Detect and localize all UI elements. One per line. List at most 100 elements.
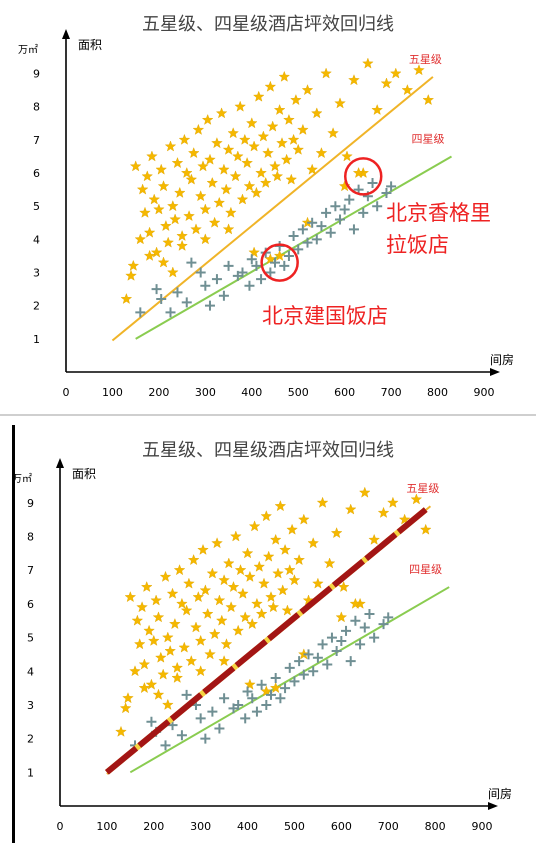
five-star-point — [190, 223, 202, 235]
five-star-point — [234, 100, 246, 112]
five-star-point — [229, 170, 242, 182]
y-tick-label: 2 — [27, 733, 34, 746]
five-star-point — [281, 604, 294, 616]
five-star-point — [162, 631, 174, 643]
five-star-point — [159, 570, 172, 582]
five-star-point — [169, 618, 181, 630]
four-star-point — [279, 260, 290, 271]
five-star-point — [183, 210, 195, 222]
four-star-point — [195, 713, 206, 724]
annotation-jianguo: 北京建国饭店 — [262, 304, 388, 328]
legend-label-five-star: 五星级 — [409, 53, 442, 66]
five-star-point — [377, 506, 390, 518]
five-star-point — [213, 594, 226, 606]
five-star-point — [150, 594, 162, 606]
five-star-point — [201, 113, 214, 125]
five-star-point — [260, 510, 273, 522]
four-star-point — [207, 706, 218, 717]
five-star-point — [250, 186, 263, 198]
five-star-point — [157, 180, 170, 192]
five-star-point — [120, 293, 133, 304]
five-star-point — [241, 547, 254, 559]
five-star-point — [401, 84, 414, 96]
four-star-point — [160, 740, 171, 751]
five-star-point — [225, 601, 237, 613]
five-star-point — [199, 233, 212, 245]
four-star-point — [284, 662, 295, 673]
five-star-point — [344, 503, 357, 515]
five-star-point — [201, 607, 214, 619]
five-star-point — [187, 554, 200, 566]
five-star-point — [258, 577, 270, 589]
four-star-point — [256, 274, 267, 285]
five-star-point — [115, 725, 127, 737]
five-star-point — [124, 591, 137, 603]
four-star-point — [330, 201, 341, 212]
five-star-point — [194, 190, 207, 202]
five-star-point — [301, 84, 314, 96]
five-star-point — [176, 597, 188, 609]
five-star-point — [160, 220, 172, 232]
five-star-point — [362, 57, 374, 69]
five-star-point — [143, 226, 156, 238]
five-star-point — [413, 64, 425, 76]
five-star-point — [215, 107, 228, 119]
four-star-point — [251, 706, 262, 717]
four-star-point — [265, 267, 276, 278]
five-star-point — [253, 560, 266, 572]
four-star-point — [303, 649, 314, 660]
highlight-circle-shangri-la — [343, 157, 383, 196]
y-axis-unit: 万㎡ — [12, 473, 32, 485]
five-star-point — [265, 591, 277, 603]
y-tick-label: 3 — [33, 267, 40, 280]
five-star-point — [197, 543, 209, 555]
y-axis-label: 面积 — [78, 38, 102, 52]
y-tick-label: 8 — [33, 101, 40, 114]
four-star-point — [270, 257, 280, 268]
four-star-point — [247, 693, 258, 704]
four-star-point — [181, 689, 192, 700]
five-star-point — [251, 597, 263, 609]
five-star-point — [262, 147, 274, 159]
four-star-point — [211, 274, 222, 285]
five-star-point — [122, 692, 134, 704]
five-star-point — [422, 94, 435, 106]
regression-line-four-star — [135, 155, 452, 340]
adjusted-line-dashed — [104, 507, 428, 775]
y-tick-label: 3 — [27, 699, 34, 712]
y-tick-label: 9 — [27, 497, 34, 510]
five-star-point — [187, 147, 200, 159]
five-star-point — [138, 682, 151, 694]
five-star-point — [192, 591, 205, 603]
x-axis-label: 间房 — [490, 352, 514, 367]
five-star-point — [248, 140, 260, 152]
five-star-point — [368, 533, 380, 545]
x-tick-label: 600 — [331, 820, 352, 833]
five-star-point — [185, 173, 198, 185]
four-star-point — [283, 250, 294, 261]
x-tick-label: 700 — [378, 820, 399, 833]
five-star-point — [167, 200, 179, 212]
series-four-star — [135, 178, 397, 318]
five-star-point — [335, 611, 348, 623]
five-star-point — [419, 523, 432, 535]
four-star-point — [307, 217, 318, 228]
five-star-point — [279, 543, 291, 555]
five-star-point — [197, 160, 209, 172]
four-star-point — [266, 689, 276, 700]
five-star-point — [334, 97, 346, 109]
x-tick-label: 900 — [474, 386, 495, 399]
five-star-point — [147, 634, 160, 646]
five-star-point — [348, 74, 360, 86]
five-star-point — [199, 203, 212, 215]
five-star-point — [398, 513, 411, 525]
four-star-point — [372, 201, 383, 212]
panel-divider — [0, 414, 536, 416]
four-star-point — [294, 656, 305, 667]
five-star-point — [230, 530, 242, 542]
chart-panel-bottom: 五星级、四星级酒店坪效回归线 间房 面积 万㎡ 0 100 200 300 400 500 600 7… — [0, 420, 536, 843]
five-star-point — [341, 150, 353, 162]
five-star-point — [266, 120, 279, 132]
y-tick-label: 4 — [27, 665, 34, 678]
five-star-point — [283, 564, 296, 576]
